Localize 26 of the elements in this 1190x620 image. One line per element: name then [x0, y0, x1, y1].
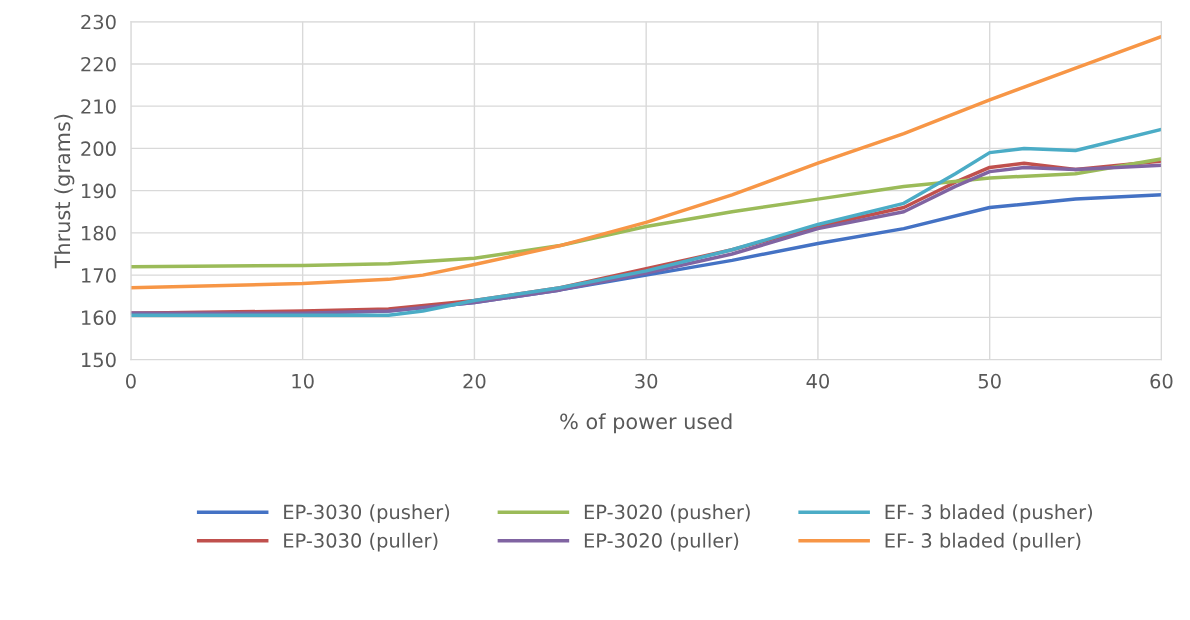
- y-tick-label: 170: [82, 268, 116, 283]
- x-tick-label: 20: [463, 373, 486, 389]
- y-tick-label: 150: [82, 352, 116, 368]
- legend-label: EF- 3 bladed (puller): [885, 532, 1081, 552]
- y-tick-label: 160: [82, 310, 116, 326]
- legend-label: EP-3020 (puller): [584, 532, 739, 552]
- y-tick-label: 210: [81, 99, 116, 114]
- line-series: [130, 34, 1162, 290]
- x-tick-label: 30: [635, 373, 658, 389]
- x-tick-label: 50: [978, 373, 1001, 389]
- y-tick-label: 230: [81, 14, 116, 30]
- legend-label: EP-3020 (pusher): [584, 504, 750, 524]
- x-tick-label: 40: [806, 373, 830, 389]
- x-tick-label: 60: [1150, 373, 1173, 389]
- y-tick-label: 200: [81, 141, 116, 157]
- legend-label: EP-3030 (puller): [284, 532, 438, 552]
- line-series: [130, 127, 1162, 317]
- legend-label: EP-3030 (pusher): [284, 504, 450, 524]
- y-tick-label: 220: [81, 56, 116, 72]
- x-axis-title: % of power used: [560, 413, 732, 434]
- y-tick-label: 180: [82, 225, 116, 241]
- legend-label: EF- 3 bladed (pusher): [885, 504, 1093, 524]
- x-tick-label: 0: [126, 373, 136, 389]
- y-axis-title: Thrust (grams): [54, 114, 75, 269]
- x-tick-label: 10: [292, 373, 314, 389]
- y-tick-label: 190: [82, 183, 116, 199]
